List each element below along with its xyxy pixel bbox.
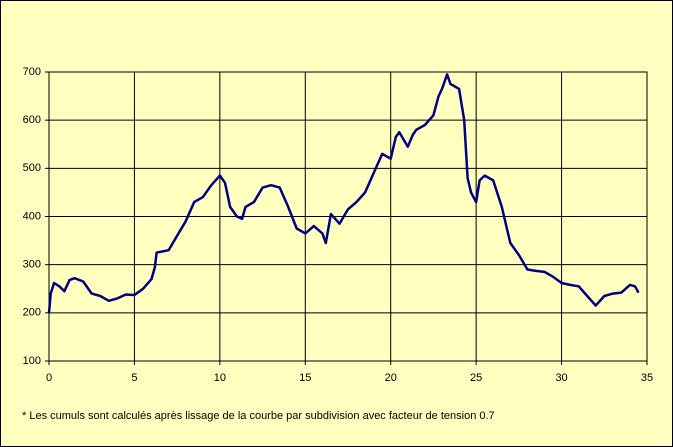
y-tick-label: 700 [23,66,41,78]
y-tick-label: 300 [23,259,41,271]
x-tick-label: 30 [555,372,567,384]
y-tick-label: 200 [23,307,41,319]
x-tick-label: 35 [641,372,653,384]
x-tick-label: 15 [299,372,311,384]
y-tick-label: 600 [23,114,41,126]
x-tick-label: 10 [214,372,226,384]
profile-line [47,73,640,313]
x-tick-label: 20 [385,372,397,384]
x-tick-label: 5 [131,372,137,384]
footnote: * Les cumuls sont calculés après lissage… [22,410,495,422]
y-tick-label: 100 [23,355,41,367]
y-tick-label: 400 [23,210,41,222]
x-tick-label: 25 [470,372,482,384]
x-tick-label: 0 [46,372,52,384]
y-tick-label: 500 [23,162,41,174]
